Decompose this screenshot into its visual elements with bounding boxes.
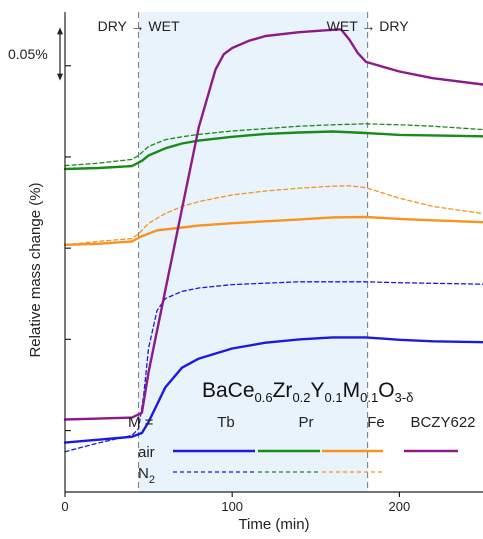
series-line-fe-air	[63, 215, 483, 247]
series-line-fe-n2	[64, 185, 483, 246]
series-line-pr-n2	[64, 123, 483, 167]
legend-column-pr: Pr	[299, 414, 314, 431]
series-line-tb-n2	[64, 281, 483, 453]
phase-label-dry-wet-from: DRY	[98, 18, 128, 34]
legend-column-fe: Fe	[367, 414, 385, 431]
legend-row-label-main-0: air	[138, 444, 155, 461]
phase-label-wet-dry-to: DRY	[379, 18, 409, 34]
phase-label-dry-wet-arrow: →	[127, 18, 149, 34]
formula: BaCe0.6Zr0.2Y0.1M0.1O3-δ	[202, 379, 413, 405]
formula-part-8: O	[378, 379, 394, 402]
series-line-tb-air	[63, 336, 483, 444]
legend-column-bczy622: BCZY622	[410, 414, 475, 431]
x-axis-label: Time (min)	[238, 516, 309, 533]
legend-row-label-sub-1: 2	[149, 474, 155, 486]
formula-part-2: Zr	[273, 379, 293, 402]
legend-m-label: M =	[128, 414, 154, 431]
x-tick-label-100: 100	[221, 499, 243, 514]
formula-part-7: 0.1	[360, 390, 378, 405]
x-tick-label-0: 0	[61, 499, 68, 514]
wet-region	[138, 12, 368, 492]
series-line-pr-air	[63, 130, 483, 171]
formula-part-0: BaCe	[202, 379, 255, 402]
scale-bar-label: 0.05%	[8, 46, 48, 62]
legend-row-label-air: air	[138, 444, 155, 461]
formula-part-9: 3-δ	[395, 390, 414, 405]
x-tick-label-200: 200	[389, 499, 411, 514]
legend-column-tb: Tb	[217, 414, 235, 431]
formula-part-4: Y	[311, 379, 325, 402]
phase-label-wet-dry-arrow: →	[358, 18, 380, 34]
formula-part-1: 0.6	[255, 390, 273, 405]
scale-bar-arrow-up	[57, 27, 63, 35]
y-axis-label: Relative mass change (%)	[27, 182, 44, 357]
legend-row-label-main-1: N	[138, 465, 149, 482]
formula-part-5: 0.1	[325, 390, 343, 405]
legend-row-label-n: N2	[138, 465, 155, 486]
phase-label-dry-wet-to: WET	[148, 18, 180, 34]
phase-label-dry-wet: DRY → WET	[98, 18, 180, 34]
formula-part-3: 0.2	[292, 390, 310, 405]
series-line-bczy622-air	[63, 28, 483, 421]
phase-label-wet-dry-from: WET	[327, 18, 359, 34]
formula-part-6: M	[343, 379, 361, 402]
scale-bar-arrow-down	[57, 73, 63, 81]
phase-label-wet-dry: WET → DRY	[327, 18, 410, 34]
